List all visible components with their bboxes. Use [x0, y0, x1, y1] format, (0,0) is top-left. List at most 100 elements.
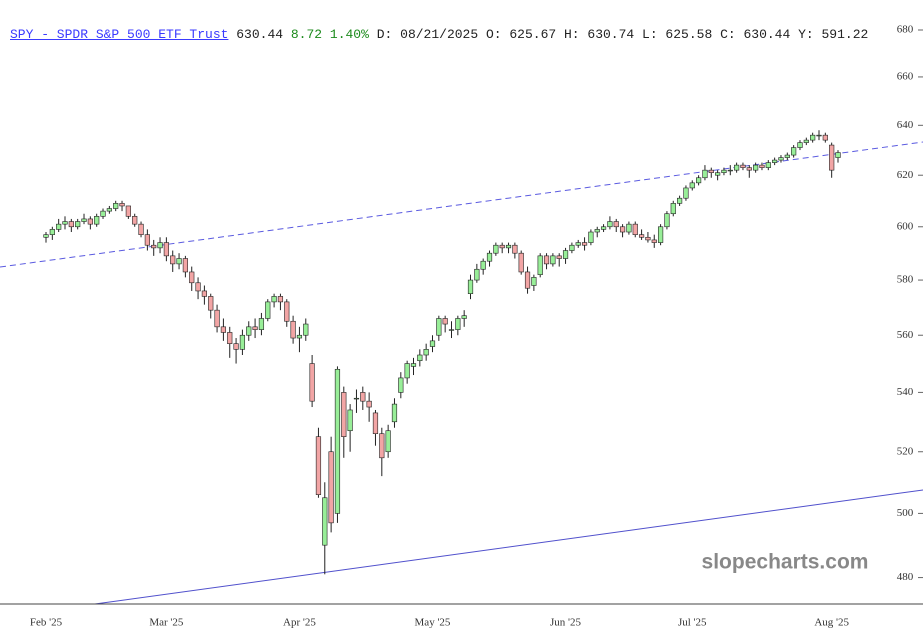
- x-tick-label: Jun '25: [550, 617, 582, 629]
- candle-body: [803, 139, 809, 143]
- candle-body: [569, 244, 575, 251]
- candle-body: [271, 296, 277, 303]
- candle-body: [246, 326, 252, 336]
- candle-body: [835, 152, 841, 158]
- candle-body: [816, 134, 822, 137]
- candle-body: [163, 242, 169, 257]
- trend-line: [94, 489, 923, 605]
- candle-body: [315, 436, 322, 495]
- y-tick-label: 480: [897, 571, 914, 583]
- candle-body: [619, 226, 626, 233]
- candle-body: [702, 169, 708, 179]
- candle-body: [772, 159, 778, 163]
- candle-body: [715, 172, 721, 176]
- price: 630.44: [236, 27, 284, 42]
- candle-body: [505, 244, 512, 249]
- candle-body: [56, 223, 62, 230]
- candle-body: [195, 282, 201, 292]
- candle-body: [404, 363, 410, 379]
- candle-body: [626, 223, 632, 233]
- candle-body: [214, 309, 220, 328]
- candle-body: [366, 400, 372, 408]
- candle-body: [765, 162, 771, 168]
- candle-body: [43, 234, 49, 238]
- candle-body: [442, 318, 448, 325]
- candle-body: [696, 177, 702, 184]
- candle-body: [372, 412, 379, 435]
- candle-body: [613, 221, 619, 228]
- candle-body: [531, 277, 537, 286]
- candle-body: [258, 318, 265, 330]
- candle-body: [607, 221, 613, 228]
- y-tick-label: 680: [897, 24, 914, 36]
- candle-body: [512, 244, 518, 254]
- candle-body: [208, 296, 214, 311]
- candle-body: [645, 236, 651, 241]
- candle-body: [391, 403, 398, 423]
- candle-body: [49, 229, 55, 235]
- candle-body: [575, 242, 581, 246]
- candle-body: [537, 255, 543, 275]
- candle-body: [550, 255, 556, 265]
- detail: L: 625.58: [642, 27, 713, 42]
- y-tick-label: 660: [897, 70, 914, 82]
- candle-body: [499, 244, 505, 249]
- candle-body: [341, 392, 347, 437]
- candle-body: [265, 301, 271, 319]
- candle-body: [379, 433, 385, 459]
- candle-body: [100, 210, 106, 217]
- candle-body: [75, 221, 81, 228]
- candle-body: [740, 164, 746, 168]
- candle-body: [810, 134, 816, 141]
- candle-body: [239, 334, 246, 350]
- candle-body: [689, 182, 695, 189]
- watermark: slopecharts.com: [702, 551, 869, 574]
- detail: H: 630.74: [564, 27, 635, 42]
- candle-body: [461, 315, 467, 319]
- candle-body: [556, 255, 562, 259]
- candle-body: [87, 218, 93, 225]
- change-pct: 1.40%: [329, 27, 369, 42]
- y-tick-label: 520: [897, 445, 914, 457]
- candle-body: [176, 258, 182, 265]
- candle-body: [284, 301, 290, 322]
- candle-body: [113, 203, 119, 209]
- candle-body: [676, 197, 683, 204]
- candle-body: [493, 244, 499, 254]
- candle-body: [436, 318, 442, 336]
- candle-body: [353, 397, 360, 400]
- y-tick-label: 640: [897, 119, 914, 131]
- candle-body: [670, 203, 676, 215]
- candle-body: [144, 234, 150, 246]
- candle-body: [518, 252, 524, 273]
- x-tick-label: Aug '25: [814, 617, 849, 629]
- candle-body: [594, 229, 600, 233]
- x-tick-label: May '25: [415, 617, 451, 629]
- candle-body: [347, 409, 353, 432]
- candle-body: [334, 368, 341, 514]
- candle-body: [683, 187, 689, 199]
- x-tick-label: Jul '25: [678, 617, 707, 629]
- candle-body: [727, 169, 733, 172]
- candle-body: [277, 296, 284, 303]
- candle-body: [106, 208, 112, 212]
- symbol-link[interactable]: SPY - SPDR S&P 500 ETF Trust: [10, 27, 229, 42]
- candle-body: [486, 252, 493, 262]
- candle-body: [448, 329, 455, 331]
- detail: D: 08/21/2025: [376, 27, 479, 42]
- y-tick-label: 580: [897, 274, 914, 286]
- candle-body: [125, 205, 131, 217]
- candle-body: [562, 250, 569, 259]
- candle-body: [638, 234, 645, 238]
- candle-body: [151, 244, 157, 249]
- candle-body: [708, 169, 714, 173]
- trend-line: [0, 141, 923, 268]
- candle-body: [632, 223, 638, 235]
- candle-body: [94, 216, 100, 225]
- candle-body: [252, 326, 258, 330]
- candle-body: [753, 164, 759, 171]
- y-tick-label: 540: [897, 386, 914, 398]
- detail: Y: 591.22: [798, 27, 869, 42]
